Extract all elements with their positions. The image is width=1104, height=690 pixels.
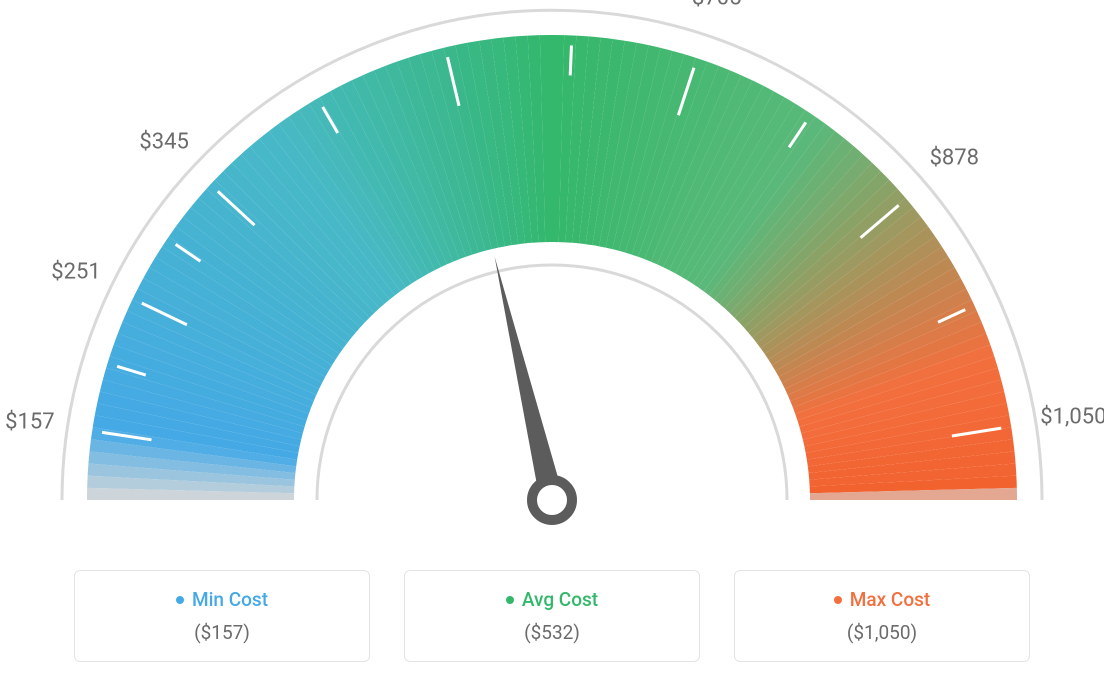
tick-label: $157 bbox=[5, 409, 54, 434]
legend-dot-avg bbox=[506, 596, 514, 604]
legend-title-max: Max Cost bbox=[834, 588, 930, 611]
gauge-needle bbox=[495, 257, 564, 503]
gauge-tick bbox=[570, 45, 571, 75]
cost-gauge-chart: $157$251$345$532$705$878$1,050 Min Cost … bbox=[0, 0, 1104, 690]
tick-label: $251 bbox=[51, 259, 100, 284]
tick-label: $878 bbox=[930, 146, 979, 171]
legend-card-max: Max Cost ($1,050) bbox=[734, 570, 1030, 662]
legend-value-avg: ($532) bbox=[524, 621, 580, 644]
legend-label-max: Max Cost bbox=[850, 588, 930, 611]
legend-dot-min bbox=[176, 596, 184, 604]
legend-title-avg: Avg Cost bbox=[506, 588, 598, 611]
legend-card-min: Min Cost ($157) bbox=[74, 570, 370, 662]
legend-title-min: Min Cost bbox=[176, 588, 268, 611]
legend-value-min: ($157) bbox=[194, 621, 250, 644]
legend-label-min: Min Cost bbox=[192, 588, 268, 611]
gauge-needle-hub bbox=[532, 480, 572, 520]
legend-row: Min Cost ($157) Avg Cost ($532) Max Cost… bbox=[74, 570, 1030, 662]
tick-label: $345 bbox=[139, 129, 188, 154]
legend-label-avg: Avg Cost bbox=[522, 588, 598, 611]
legend-value-max: ($1,050) bbox=[847, 621, 917, 644]
legend-card-avg: Avg Cost ($532) bbox=[404, 570, 700, 662]
tick-label: $705 bbox=[692, 0, 741, 11]
legend-dot-max bbox=[834, 596, 842, 604]
tick-label: $1,050 bbox=[1040, 404, 1104, 429]
